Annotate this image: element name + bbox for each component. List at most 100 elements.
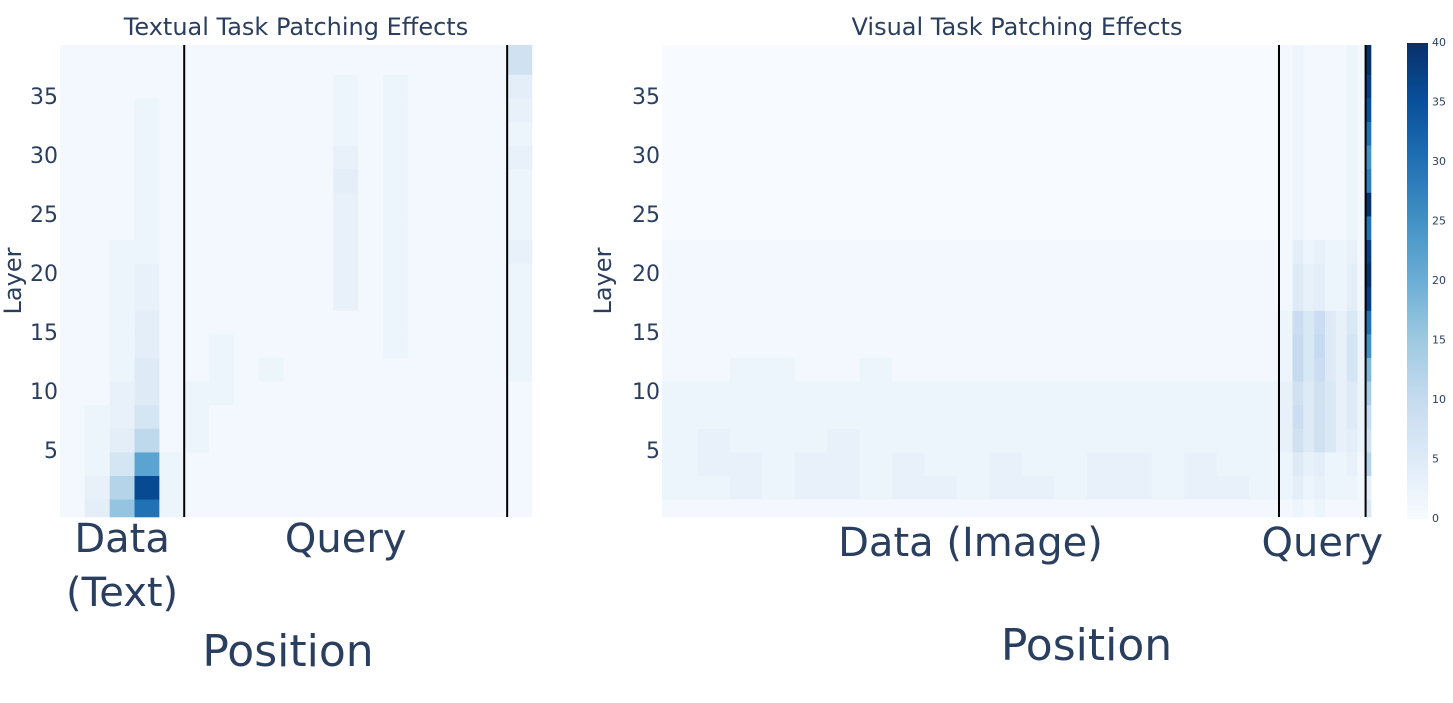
heatmap-cell bbox=[382, 239, 409, 264]
heatmap-cell bbox=[134, 404, 160, 429]
heatmap-cell bbox=[184, 404, 210, 429]
group-label: Query bbox=[1262, 520, 1384, 566]
heatmap-cell bbox=[989, 45, 1023, 75]
heatmap-cell bbox=[1335, 121, 1347, 146]
heatmap-cell bbox=[1303, 452, 1315, 476]
heatmap-cell bbox=[1335, 286, 1347, 311]
heatmap-cell bbox=[258, 310, 284, 335]
heatmap-cell bbox=[60, 475, 86, 500]
heatmap-cell bbox=[333, 192, 359, 217]
heatmap-cell bbox=[1086, 45, 1120, 75]
chart-title: Visual Task Patching Effects bbox=[852, 13, 1183, 41]
heatmap-cell bbox=[109, 216, 135, 240]
heatmap-cell bbox=[84, 334, 110, 358]
heatmap-cell bbox=[1324, 74, 1337, 99]
heatmap-cell bbox=[697, 286, 730, 311]
heatmap-cell bbox=[407, 357, 433, 382]
heatmap-cell bbox=[1184, 168, 1218, 193]
heatmap-cell bbox=[1314, 499, 1326, 518]
heatmap-cell bbox=[1276, 239, 1293, 264]
heatmap-cell bbox=[84, 74, 110, 99]
heatmap-cell bbox=[233, 499, 260, 518]
colorbar bbox=[1407, 43, 1428, 519]
heatmap-cell bbox=[283, 45, 309, 75]
heatmap-cell bbox=[794, 310, 828, 335]
heatmap-cell bbox=[1216, 192, 1250, 217]
heatmap-cell bbox=[308, 145, 334, 170]
heatmap-cell bbox=[482, 98, 508, 122]
heatmap-cell bbox=[233, 381, 260, 406]
heatmap-cell bbox=[258, 45, 284, 75]
heatmap-cell bbox=[308, 74, 334, 99]
heatmap-cell bbox=[109, 98, 135, 122]
heatmap-cell bbox=[892, 98, 925, 122]
heatmap-cell bbox=[432, 286, 458, 311]
heatmap-cell bbox=[283, 121, 309, 146]
heatmap-cell bbox=[1086, 121, 1120, 146]
heatmap-cell bbox=[1346, 475, 1358, 500]
heatmap-cell bbox=[482, 381, 508, 406]
heatmap-cell bbox=[1054, 145, 1088, 170]
heatmap-cell bbox=[1119, 192, 1153, 217]
heatmap-cell bbox=[184, 286, 210, 311]
heatmap-cell bbox=[358, 357, 384, 382]
heatmap-cell bbox=[989, 334, 1023, 358]
heatmap-cell bbox=[258, 475, 284, 500]
heatmap-cell bbox=[1346, 216, 1358, 240]
heatmap-cell bbox=[109, 192, 135, 217]
heatmap-cell bbox=[482, 121, 508, 146]
heatmap-cell bbox=[184, 121, 210, 146]
heatmap-cell bbox=[1303, 499, 1315, 518]
heatmap-cell bbox=[1324, 357, 1337, 382]
heatmap-cell bbox=[60, 98, 86, 122]
heatmap-cell bbox=[432, 263, 458, 288]
heatmap-cell bbox=[457, 357, 483, 382]
y-tick-label: 30 bbox=[632, 144, 660, 169]
heatmap-cell bbox=[794, 168, 828, 193]
heatmap-cell bbox=[1324, 263, 1337, 288]
heatmap-cell bbox=[308, 239, 334, 264]
heatmap-cell bbox=[892, 452, 925, 476]
heatmap-cell bbox=[1346, 452, 1358, 476]
heatmap-cell bbox=[159, 168, 185, 193]
heatmap-cell bbox=[84, 192, 110, 217]
heatmap-cell bbox=[827, 404, 860, 429]
heatmap-cell bbox=[956, 452, 990, 476]
heatmap-cell bbox=[333, 121, 359, 146]
heatmap-cell bbox=[382, 168, 409, 193]
heatmap-cell bbox=[60, 452, 86, 476]
heatmap-cell bbox=[859, 168, 893, 193]
heatmap-cell bbox=[283, 475, 309, 500]
heatmap-cell bbox=[209, 168, 235, 193]
heatmap-cell bbox=[333, 428, 359, 453]
heatmap-cell bbox=[1151, 74, 1185, 99]
heatmap-cell bbox=[283, 239, 309, 264]
heatmap-cell bbox=[209, 499, 235, 518]
heatmap-cell bbox=[1292, 45, 1304, 75]
heatmap-cell bbox=[762, 310, 795, 335]
heatmap-cell bbox=[729, 192, 763, 217]
heatmap-cell bbox=[762, 192, 795, 217]
heatmap-cell bbox=[1314, 121, 1326, 146]
heatmap-cell bbox=[1054, 428, 1088, 453]
heatmap-cell bbox=[482, 357, 508, 382]
heatmap-cell bbox=[794, 381, 828, 406]
heatmap-cell bbox=[1365, 192, 1372, 217]
heatmap-cell bbox=[482, 145, 508, 170]
heatmap-cell bbox=[794, 286, 828, 311]
heatmap-cell bbox=[1324, 168, 1337, 193]
heatmap-cell bbox=[762, 45, 795, 75]
heatmap-cell bbox=[84, 310, 110, 335]
heatmap-cell bbox=[1216, 357, 1250, 382]
heatmap-cell bbox=[308, 45, 334, 75]
heatmap-cell bbox=[1324, 381, 1337, 406]
heatmap-cell bbox=[1292, 239, 1304, 264]
heatmap-cell bbox=[1119, 74, 1153, 99]
heatmap-cell bbox=[60, 286, 86, 311]
heatmap-cell bbox=[1184, 239, 1218, 264]
heatmap-cell bbox=[1216, 475, 1250, 500]
heatmap-cell bbox=[1314, 310, 1326, 335]
heatmap-cell bbox=[308, 357, 334, 382]
heatmap-cell bbox=[1314, 216, 1326, 240]
